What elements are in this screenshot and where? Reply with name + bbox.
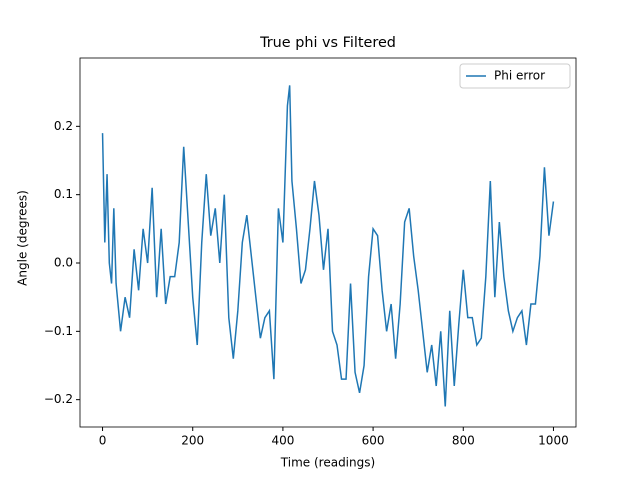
y-tick-label: −0.1 (44, 324, 73, 338)
data-line (101, 85, 555, 407)
y-tick-label: 0.0 (54, 256, 73, 270)
x-axis-label: Time (readings) (280, 456, 375, 470)
x-tick-label: 600 (362, 434, 385, 448)
y-tick-label: 0.2 (54, 119, 73, 133)
plot-frame (79, 57, 577, 428)
y-tick-label: −0.2 (44, 392, 73, 406)
x-tick-label: 400 (271, 434, 294, 448)
x-tick-label: 0 (99, 434, 107, 448)
y-axis-label: Angle (degrees) (16, 190, 30, 286)
y-tick-label: 0.1 (54, 187, 73, 201)
x-tick-label: 1000 (538, 434, 569, 448)
x-tick-label: 800 (452, 434, 475, 448)
x-tick-label: 200 (181, 434, 204, 448)
chart-title: True phi vs Filtered (259, 35, 396, 51)
legend-box (459, 63, 571, 89)
legend-label: Phi error (494, 69, 545, 83)
